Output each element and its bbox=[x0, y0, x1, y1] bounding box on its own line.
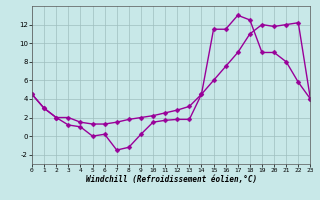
X-axis label: Windchill (Refroidissement éolien,°C): Windchill (Refroidissement éolien,°C) bbox=[86, 175, 257, 184]
